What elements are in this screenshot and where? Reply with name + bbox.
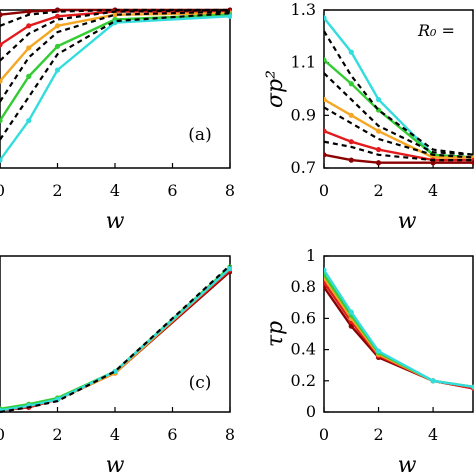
x-axis-label: w [106,453,125,474]
data-point [26,73,32,79]
data-point [471,384,474,390]
data-point [26,45,32,51]
annotation-label: R₀ = [417,21,455,40]
x-tick-label: 4 [110,181,120,200]
data-point [54,67,61,73]
x-axis-label: w [398,453,417,474]
y-tick-label: 0.7 [291,158,316,177]
x-tick-label: 0 [0,181,5,200]
y-tick-label: 0.2 [291,371,316,390]
x-tick-label: 2 [52,181,62,200]
series-line-2 [324,59,474,159]
x-tick-label: 0 [319,425,329,444]
data-point [348,157,354,163]
data-point [375,128,382,134]
y-tick-label: 0 [306,402,316,421]
data-point [0,42,3,48]
x-tick-label: 6 [167,425,177,444]
panel-label: (a) [188,125,211,145]
x-tick-label: 6 [167,181,177,200]
dashed-series-line-8 [324,106,474,159]
data-point [348,81,354,87]
data-point [471,160,474,166]
data-point [54,43,61,49]
data-point [375,160,382,166]
dashed-series-line-9 [324,140,474,162]
data-point [348,309,354,315]
x-axis-label: w [398,209,417,234]
data-point [324,267,327,273]
panel-2: 0 2 4 0.7 0.9 1.1 1.3 w σp² R₀ = [263,0,474,234]
data-point [54,23,61,29]
y-axis-label: τp [263,321,288,347]
y-tick-label: 0.6 [291,308,316,327]
y-tick-label: 1.3 [291,0,316,19]
data-point [26,8,32,15]
series-line-2 [324,281,474,390]
data-point [324,128,327,134]
series-line-4 [324,274,474,389]
x-tick-label: 8 [225,181,235,200]
data-point [348,139,354,145]
data-point [375,348,382,354]
dashed-series-line-8 [0,10,231,103]
dashed-series-line-6 [0,264,231,414]
series-line-3 [324,98,474,159]
panel-label: (c) [189,373,212,393]
data-point [375,96,382,103]
dashed-series-line-9 [0,12,231,141]
data-point [324,15,327,21]
data-point [54,13,61,19]
axes-frame [323,255,474,413]
data-point [324,96,327,103]
data-point [430,378,436,384]
series-line-5 [324,269,474,389]
data-point [348,49,354,55]
data-point [348,112,354,118]
data-point [26,118,32,124]
y-tick-label: 0.8 [291,277,316,296]
data-point [375,146,382,153]
x-tick-label: 4 [110,425,120,444]
panel-1: 0 2 4 6 8 w (a) [0,7,235,234]
panel-3: 0 2 4 6 8 w (c) [0,255,235,474]
y-tick-label: 1 [306,246,316,265]
series-line-1 [324,286,474,390]
data-point [0,118,3,124]
x-tick-label: 4 [428,181,438,200]
data-point [324,152,327,158]
x-axis-label: w [106,209,125,234]
x-tick-label: 2 [52,425,62,444]
dashed-series-line-7 [324,72,474,156]
dashed-series-line-6 [324,30,474,156]
x-tick-label: 2 [373,425,383,444]
panel-4: 0 2 4 0 0.2 0.4 0.6 0.8 1 w τp [263,246,474,474]
x-tick-label: 0 [0,425,5,444]
data-point [112,20,118,26]
y-tick-label: 1.1 [291,53,316,72]
data-point [26,23,32,29]
axes-frame [323,9,474,169]
data-point [227,265,232,272]
y-tick-label: 0.4 [291,340,316,359]
data-point [0,157,3,163]
data-point [324,57,327,63]
x-tick-label: 8 [225,425,235,444]
y-axis-label: σp² [263,70,288,108]
data-point [112,12,118,18]
dashed-series-line-6 [0,8,230,27]
x-tick-label: 2 [373,181,383,200]
x-tick-label: 0 [319,181,329,200]
x-tick-label: 4 [428,425,438,444]
data-point [0,78,3,84]
data-point [0,12,3,18]
data-point [227,13,232,19]
y-tick-label: 0.9 [291,105,316,124]
series-line-3 [324,277,474,389]
data-point [430,160,436,166]
